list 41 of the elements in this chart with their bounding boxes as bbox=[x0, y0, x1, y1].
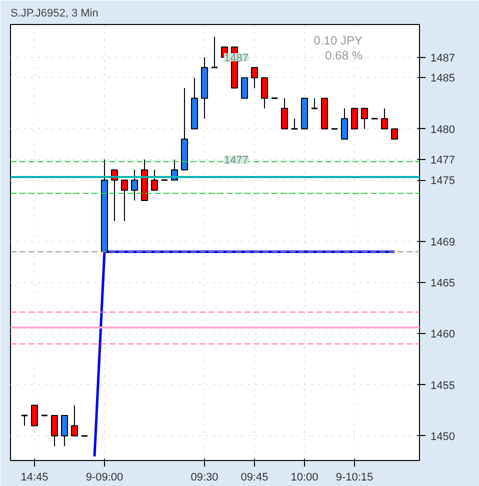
candlestick bbox=[71, 404, 78, 436]
annotation: 1487 bbox=[224, 52, 249, 64]
y-tick-label: 1475 bbox=[430, 175, 455, 188]
candlestick bbox=[31, 404, 38, 426]
candlestick bbox=[151, 169, 158, 191]
candlestick bbox=[341, 108, 348, 140]
chart-title: S.JP.J6952, 3 Min bbox=[10, 8, 98, 20]
y-tick-label: 1480 bbox=[430, 124, 455, 136]
y-tick-label: 1450 bbox=[430, 430, 455, 443]
candlestick bbox=[210, 36, 218, 68]
candlestick bbox=[261, 77, 268, 109]
annotation: 0.10 JPY bbox=[314, 34, 363, 48]
candlestick bbox=[361, 108, 368, 130]
candlestick bbox=[310, 98, 318, 110]
candlestick bbox=[131, 169, 138, 202]
candlestick bbox=[251, 66, 258, 88]
x-tick-label: 14:45 bbox=[20, 472, 48, 484]
x-tick-label: 9-10:15 bbox=[336, 472, 374, 484]
annotation: 1477 bbox=[224, 154, 249, 167]
x-tick-label: 09:45 bbox=[240, 472, 268, 484]
candlestick bbox=[391, 128, 398, 140]
candlestick bbox=[20, 414, 28, 426]
candlestick bbox=[61, 414, 68, 447]
annotation: 0.68 % bbox=[325, 48, 363, 62]
x-tick-label: 10:00 bbox=[290, 472, 318, 484]
x-tick-label: 09:30 bbox=[190, 472, 218, 484]
x-tick-label: 9-09:00 bbox=[86, 472, 124, 484]
y-tick-label: 1485 bbox=[430, 72, 455, 85]
candlestick bbox=[121, 180, 128, 222]
y-tick-label: 1465 bbox=[430, 277, 455, 290]
y-tick-label: 1487 bbox=[430, 52, 455, 64]
candlestick bbox=[381, 108, 388, 130]
y-tick-label: 1469 bbox=[430, 236, 455, 248]
y-tick-label: 1460 bbox=[430, 328, 455, 341]
y-tick-label: 1455 bbox=[430, 380, 455, 392]
y-tick-label: 1477 bbox=[430, 154, 455, 167]
candlestick bbox=[281, 98, 288, 130]
candlestick bbox=[241, 77, 248, 99]
candlestick bbox=[51, 414, 58, 447]
candlestick bbox=[290, 118, 298, 130]
candlestick bbox=[351, 108, 358, 130]
